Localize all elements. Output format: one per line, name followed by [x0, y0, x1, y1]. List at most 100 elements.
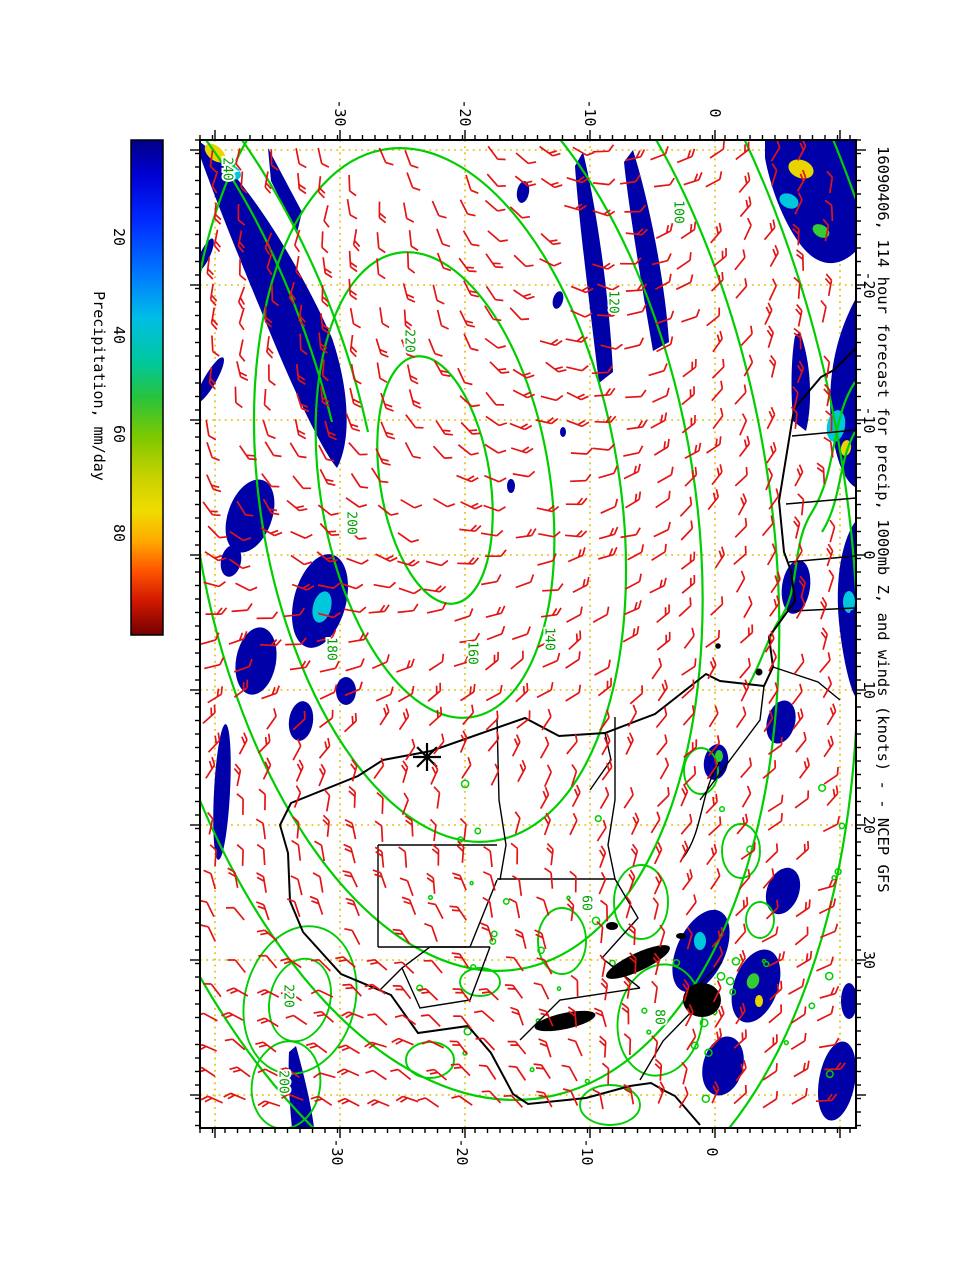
- contour-speck: [838, 822, 846, 830]
- wind-barb: [453, 653, 474, 668]
- wind-barb: [711, 464, 723, 486]
- wind-barb: [406, 252, 416, 274]
- wind-barb: [684, 1004, 694, 1027]
- contour-speck: [490, 930, 498, 938]
- wind-barb: [624, 204, 646, 213]
- wind-barb: [368, 604, 390, 614]
- wind-barb: [592, 144, 615, 153]
- colorbar-scale-labels: 20 40 60 80: [110, 228, 128, 542]
- wind-barb: [570, 309, 593, 318]
- wind-barb: [824, 199, 834, 222]
- wind-barb: [236, 500, 254, 517]
- wind-barb: [680, 551, 696, 570]
- wind-barb: [705, 793, 718, 814]
- wind-barb: [765, 441, 777, 464]
- wind-barb: [394, 961, 415, 974]
- island: [755, 668, 763, 676]
- wind-barb: [733, 1084, 747, 1105]
- wind-barb: [712, 980, 722, 1003]
- precip-cell: [560, 427, 566, 437]
- wind-barb: [481, 574, 502, 586]
- contour-speck: [556, 986, 562, 991]
- top-axis-labels: -30 -20 -10 0: [331, 99, 724, 126]
- wind-barb: [373, 757, 385, 779]
- wind-barb: [312, 872, 324, 893]
- wind-barb: [450, 1063, 471, 1077]
- wind-barb: [324, 420, 338, 441]
- wind-barb: [423, 959, 443, 974]
- wind-barb: [285, 637, 307, 646]
- wind-barb: [487, 730, 500, 752]
- wind-barb: [739, 657, 751, 679]
- wind-barbs: [200, 140, 846, 1110]
- wind-barb: [654, 1058, 663, 1081]
- wind-barb: [289, 442, 307, 459]
- wind-barb: [678, 1086, 689, 1109]
- wind-barb: [323, 788, 331, 812]
- wind-barb: [796, 950, 813, 969]
- wind-barb: [712, 330, 724, 353]
- contour-line: [537, 907, 587, 975]
- wind-barb: [506, 956, 524, 972]
- wind-barb: [213, 202, 222, 225]
- wind-barb: [510, 650, 524, 670]
- axis-tick-label: -30: [328, 1138, 346, 1165]
- precip-cell: [843, 591, 855, 613]
- wind-barb: [481, 1090, 502, 1104]
- wind-barb: [735, 706, 747, 728]
- wind-barb: [402, 283, 416, 303]
- wind-barb: [655, 490, 671, 509]
- wind-barb: [451, 952, 470, 968]
- precip-cell: [847, 610, 856, 670]
- wind-barb: [317, 176, 326, 199]
- contour-speck: [824, 971, 834, 981]
- wind-barb: [649, 577, 667, 594]
- wind-barb: [205, 607, 228, 615]
- wind-barb: [459, 524, 482, 533]
- wind-barb: [816, 956, 834, 972]
- contour-speck: [783, 1039, 789, 1046]
- wind-barb: [459, 730, 468, 753]
- wind-barb: [233, 763, 242, 787]
- wind-barb: [449, 905, 468, 921]
- contour-speck: [834, 868, 842, 876]
- border-line: [401, 946, 491, 1009]
- precip-cell: [336, 677, 356, 705]
- wind-barb: [763, 219, 776, 241]
- wind-barb: [482, 896, 494, 918]
- wind-barb: [598, 546, 618, 560]
- wind-barb: [659, 924, 666, 948]
- wind-barb: [680, 813, 693, 835]
- axis-ticks: [190, 130, 866, 1138]
- border-line: [785, 497, 856, 505]
- wind-barb: [621, 1002, 630, 1025]
- wind-barb: [462, 704, 475, 726]
- wind-barb: [344, 819, 357, 840]
- wind-barb: [349, 334, 358, 358]
- axis-tick-label: -30: [331, 99, 349, 126]
- wind-barb: [485, 391, 505, 406]
- wind-barb: [345, 897, 360, 917]
- wind-barb: [593, 1007, 607, 1028]
- wind-barb: [508, 1065, 527, 1081]
- contour-speck: [701, 1094, 711, 1104]
- wind-barb: [463, 333, 479, 352]
- wind-barb: [682, 358, 697, 378]
- contour-label: 200: [344, 511, 359, 534]
- wind-barb: [456, 840, 465, 863]
- precip-cell: [235, 627, 277, 695]
- wind-barb: [485, 253, 504, 269]
- wind-barb: [598, 845, 607, 868]
- contour-speck: [690, 1041, 699, 1050]
- wind-barb: [206, 474, 222, 493]
- wind-barb: [295, 759, 304, 782]
- wind-barb: [404, 442, 421, 459]
- wind-barb: [408, 230, 419, 252]
- wind-barb: [348, 174, 357, 197]
- wind-barb: [795, 899, 811, 918]
- wind-barb: [539, 145, 561, 157]
- contour-label-layer: 240 220 200 180 160 140 120 100 220 200 80 60: [218, 155, 688, 1095]
- wind-barb: [545, 361, 567, 373]
- contour-label: 120: [606, 290, 621, 313]
- wind-barb: [827, 569, 835, 593]
